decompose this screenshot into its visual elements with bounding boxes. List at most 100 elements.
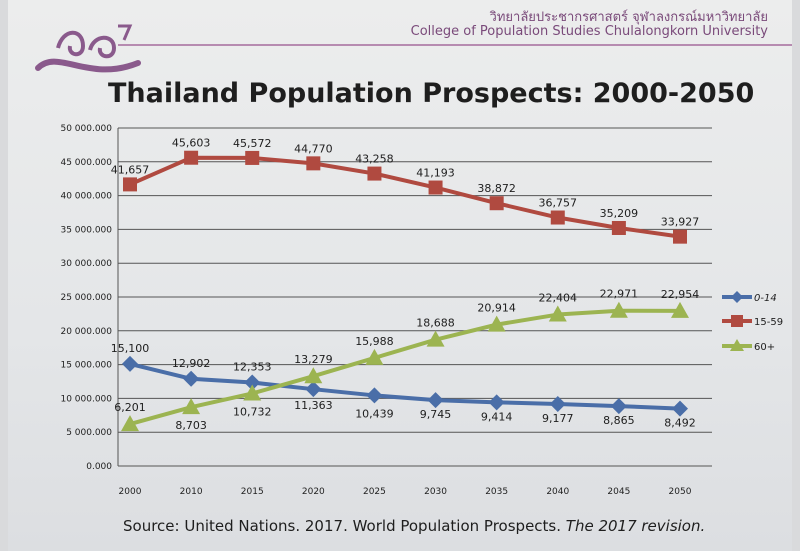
data-point-60+ — [671, 301, 689, 318]
data-label-15-59: 33,927 — [661, 216, 700, 229]
source-note: Source: United Nations. 2017. World Popu… — [123, 517, 705, 535]
data-point-15-59 — [673, 229, 687, 244]
data-label-60+: 13,279 — [294, 353, 333, 366]
legend-label-60+: 60+ — [754, 342, 775, 353]
data-point-15-59 — [245, 150, 260, 165]
data-label-0-14: 10,439 — [355, 407, 394, 420]
data-point-60+ — [182, 398, 201, 415]
y-tick-label: 15 000.000 — [60, 361, 112, 371]
x-tick-label: 2010 — [180, 487, 203, 497]
data-point-60+ — [609, 301, 628, 318]
data-point-0-14 — [183, 370, 200, 387]
series-line-0-14 — [129, 361, 681, 411]
data-point-15-59 — [306, 156, 321, 171]
legend-label-0-14: 0-14 — [754, 293, 777, 304]
chart-title: Thailand Population Prospects: 2000-2050 — [108, 78, 755, 109]
data-label-0-14: 15,100 — [111, 342, 150, 355]
y-tick-label: 30 000.000 — [60, 259, 112, 269]
data-label-0-14: 11,363 — [294, 399, 333, 412]
data-label-15-59: 38,872 — [477, 182, 516, 195]
x-tick-label: 2050 — [669, 487, 692, 497]
data-point-0-14 — [672, 400, 688, 417]
y-tick-label: 20 000.000 — [60, 327, 112, 337]
data-label-60+: 22,404 — [539, 292, 578, 305]
data-label-0-14: 12,353 — [233, 360, 272, 373]
data-point-0-14 — [549, 395, 566, 412]
legend-marker-15-59 — [731, 315, 743, 327]
data-label-15-59: 41,657 — [111, 163, 150, 176]
x-tick-label: 2030 — [424, 487, 447, 497]
data-label-60+: 22,971 — [600, 288, 639, 301]
data-label-60+: 18,688 — [416, 317, 455, 330]
college-logo-icon — [35, 24, 141, 73]
data-point-15-59 — [489, 196, 504, 211]
series-line-15-59 — [129, 155, 681, 239]
y-tick-label: 50 000.000 — [60, 124, 112, 134]
y-tick-label: 25 000.000 — [60, 293, 112, 303]
data-label-15-59: 41,193 — [416, 167, 455, 180]
data-label-60+: 20,914 — [477, 302, 516, 315]
x-tick-label: 2040 — [546, 487, 569, 497]
x-tick-label: 2015 — [241, 487, 264, 497]
data-label-60+: 6,201 — [114, 401, 146, 414]
data-point-15-59 — [550, 210, 565, 225]
data-point-0-14 — [122, 355, 138, 372]
y-tick-label: 45 000.000 — [60, 158, 112, 168]
data-point-60+ — [121, 415, 139, 432]
data-point-60+ — [304, 367, 323, 384]
x-tick-label: 2035 — [485, 487, 508, 497]
y-tick-label: 5 000.000 — [66, 428, 112, 438]
data-point-0-14 — [305, 381, 322, 398]
y-tick-label: 40 000.000 — [60, 192, 112, 202]
x-tick-label: 2045 — [607, 487, 630, 497]
data-label-0-14: 9,745 — [420, 408, 452, 421]
data-label-15-59: 45,603 — [172, 137, 211, 150]
data-label-0-14: 12,902 — [172, 357, 211, 370]
data-point-60+ — [365, 348, 384, 365]
data-point-0-14 — [366, 387, 383, 404]
x-tick-label: 2000 — [119, 487, 142, 497]
header-divider — [118, 44, 792, 46]
data-label-0-14: 8,492 — [664, 417, 696, 430]
data-point-60+ — [487, 315, 506, 332]
data-label-15-59: 44,770 — [294, 142, 333, 155]
x-tick-label: 2020 — [302, 487, 325, 497]
data-label-0-14: 9,414 — [481, 410, 513, 423]
data-point-15-59 — [428, 180, 443, 195]
data-label-15-59: 35,209 — [600, 207, 639, 220]
data-point-15-59 — [367, 166, 382, 181]
data-point-0-14 — [488, 394, 505, 411]
header-english-name: College of Population Studies Chulalongk… — [410, 24, 768, 39]
source-prefix: Source: United Nations. 2017. World Popu… — [123, 517, 566, 535]
data-label-0-14: 8,865 — [603, 414, 635, 427]
data-point-0-14 — [610, 398, 627, 415]
x-tick-label: 2025 — [363, 487, 386, 497]
y-tick-label: 0.000 — [86, 462, 112, 472]
y-tick-label: 10 000.000 — [60, 394, 112, 404]
data-label-60+: 10,732 — [233, 405, 272, 418]
legend-marker-60+ — [730, 339, 744, 351]
data-point-60+ — [426, 330, 445, 347]
data-label-15-59: 45,572 — [233, 137, 272, 150]
data-point-15-59 — [123, 177, 137, 192]
data-point-15-59 — [184, 150, 199, 165]
data-point-0-14 — [244, 374, 261, 391]
poster-sheet: วิทยาลัยประชากรศาสตร์ จุฬาลงกรณ์มหาวิทยา… — [8, 0, 792, 551]
source-italic: The 2017 revision. — [565, 517, 706, 535]
legend-marker-0-14 — [731, 291, 743, 303]
data-point-0-14 — [427, 392, 444, 409]
data-label-60+: 8,703 — [175, 419, 207, 432]
data-label-15-59: 36,757 — [539, 197, 578, 210]
legend-label-15-59: 15-59 — [754, 317, 783, 328]
data-point-60+ — [243, 384, 262, 401]
y-tick-label: 35 000.000 — [60, 225, 112, 235]
header-thai-name: วิทยาลัยประชากรศาสตร์ จุฬาลงกรณ์มหาวิทยา… — [489, 10, 768, 25]
data-point-60+ — [548, 305, 567, 322]
data-point-15-59 — [611, 220, 626, 235]
data-label-60+: 15,988 — [355, 335, 394, 348]
data-label-60+: 22,954 — [661, 288, 700, 301]
data-label-0-14: 9,177 — [542, 412, 574, 425]
series-line-60+ — [129, 308, 681, 427]
data-label-15-59: 43,258 — [355, 153, 394, 166]
